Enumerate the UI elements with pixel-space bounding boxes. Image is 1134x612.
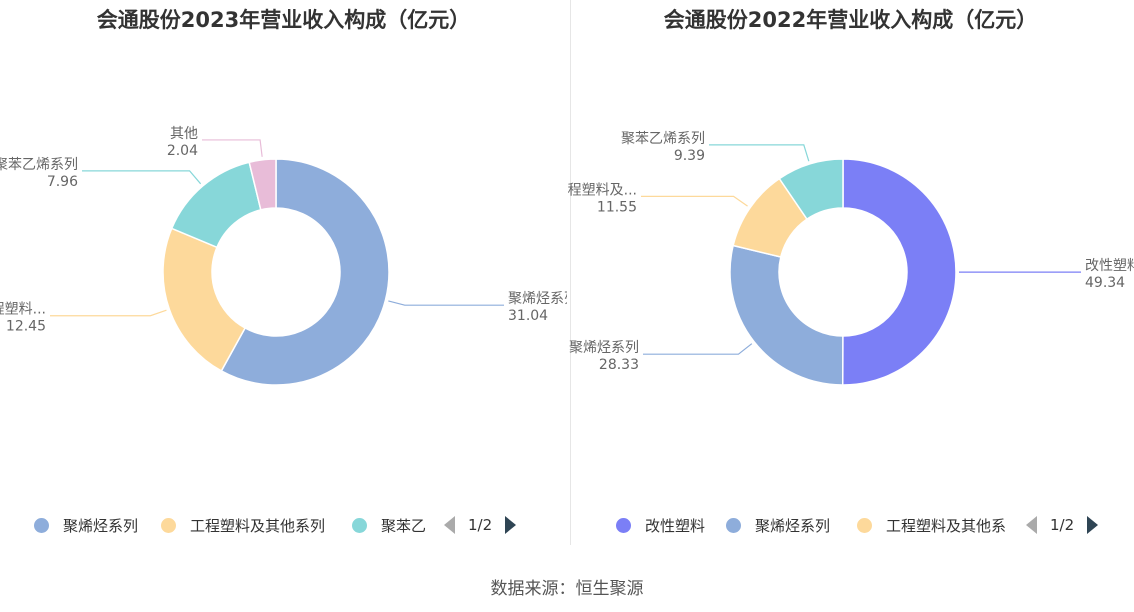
legend-dot	[352, 517, 367, 533]
donut-slice[interactable]	[170, 161, 262, 249]
slice-value-label: 12.45	[6, 319, 46, 335]
legend-label: 聚苯乙	[381, 516, 427, 535]
donut-slice[interactable]	[248, 158, 277, 211]
legend-dot	[34, 517, 49, 533]
label-leader-line	[643, 343, 753, 355]
label-leader-line	[82, 170, 202, 185]
legend-pager: 1/2	[1026, 512, 1099, 538]
slice-label: 聚烯烃系列	[508, 291, 567, 307]
chart-panel-2023: 会通股份2023年营业收入构成（亿元） 聚烯烃系列31.04工程塑料...12.…	[0, 0, 567, 560]
next-page-icon[interactable]	[505, 516, 517, 534]
legend-pager: 1/2	[444, 512, 517, 538]
donut-slice[interactable]	[729, 244, 844, 386]
slice-label: 聚烯烃系列	[569, 340, 639, 356]
slice-value-label: 28.33	[599, 357, 639, 373]
legend-dot	[857, 517, 872, 533]
prev-page-icon[interactable]	[444, 516, 455, 534]
next-page-icon[interactable]	[1087, 516, 1099, 534]
chart-title: 会通股份2022年营业收入构成（亿元）	[663, 8, 1038, 32]
legend-label: 工程塑料及其他系列	[190, 516, 326, 535]
slice-value-label: 9.39	[674, 148, 705, 164]
panel-divider	[570, 0, 571, 545]
donut-slice[interactable]	[220, 158, 390, 386]
slice-value-label: 49.34	[1085, 275, 1125, 291]
chart-title: 会通股份2023年营业收入构成（亿元）	[96, 8, 471, 32]
data-source: 数据来源：恒生聚源	[490, 579, 644, 599]
legend-item[interactable]: 聚烯烃系列	[34, 512, 138, 538]
donut-slice[interactable]	[162, 227, 247, 372]
donut-slice[interactable]	[778, 158, 844, 221]
legend-item[interactable]: 聚烯烃系列	[726, 512, 830, 538]
prev-page-icon[interactable]	[1026, 516, 1037, 534]
legend-page-indicator: 1/2	[468, 516, 493, 534]
legend-label: 聚烯烃系列	[755, 516, 831, 535]
donut-slice[interactable]	[841, 158, 957, 386]
legend-dot	[726, 517, 741, 533]
legend-dot	[161, 517, 176, 533]
legend-item[interactable]: 改性塑料	[616, 512, 705, 538]
slice-label: 改性塑料	[1085, 258, 1134, 274]
legend-item[interactable]: 工程塑料及其他系列	[161, 512, 325, 538]
legend-item[interactable]: 工程塑料及其他系	[857, 512, 1006, 538]
label-leader-line	[50, 309, 167, 317]
legend-dot	[616, 517, 631, 533]
slice-label: 工程塑料及...	[567, 182, 637, 198]
slice-label: 其他	[170, 126, 198, 142]
slice-value-label: 31.04	[508, 308, 548, 324]
label-leader-line	[709, 144, 810, 162]
slice-label: 工程塑料...	[0, 302, 46, 318]
slice-label: 聚苯乙烯系列	[621, 130, 705, 147]
legend-page-indicator: 1/2	[1050, 516, 1075, 534]
legend-label: 改性塑料	[645, 516, 706, 535]
slice-value-label: 2.04	[167, 143, 198, 159]
label-leader-line	[641, 195, 748, 207]
legend-item[interactable]: 聚苯乙	[352, 512, 426, 538]
legend: 聚烯烃系列 工程塑料及其他系列 聚苯乙 1/2	[0, 512, 567, 538]
slice-value-label: 11.55	[597, 199, 637, 215]
legend-label: 工程塑料及其他系	[886, 516, 1007, 535]
legend: 改性塑料 聚烯烃系列 工程塑料及其他系 1/2	[567, 512, 1134, 538]
slice-label: 聚苯乙烯系列	[0, 156, 78, 173]
label-leader-line	[388, 300, 504, 306]
slice-value-label: 7.96	[47, 174, 78, 190]
legend-label: 聚烯烃系列	[63, 516, 139, 535]
label-leader-line	[202, 139, 263, 157]
chart-panel-2022: 会通股份2022年营业收入构成（亿元） 改性塑料49.34聚烯烃系列28.33工…	[567, 0, 1134, 560]
